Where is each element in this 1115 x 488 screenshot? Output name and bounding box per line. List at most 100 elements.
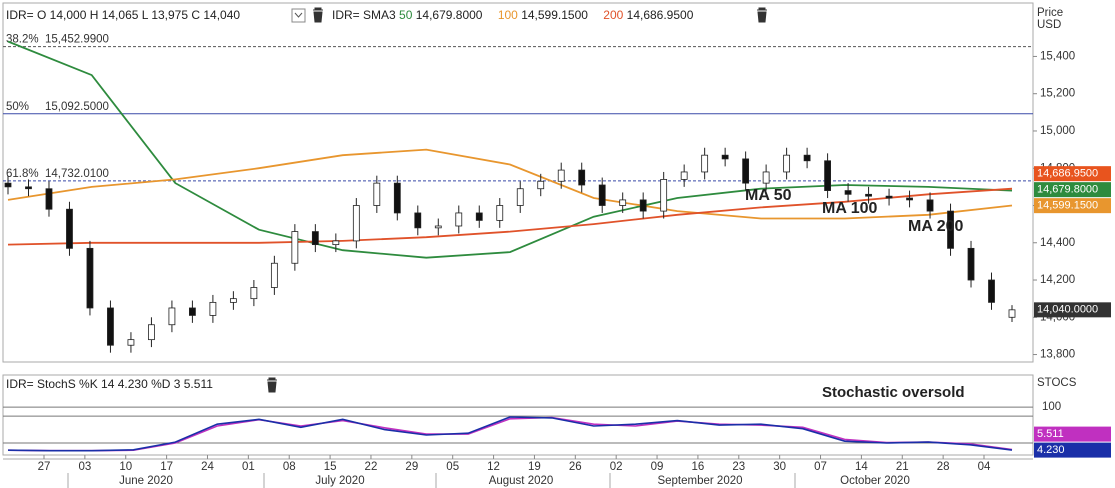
price-tag-label: 14,599.1500 <box>1037 200 1098 212</box>
y-tick-label: 100 <box>1042 401 1061 413</box>
trash-icon[interactable] <box>757 7 767 23</box>
candle-body <box>25 186 32 190</box>
candle-body <box>783 154 791 173</box>
candle-body <box>229 298 237 303</box>
x-tick-label: 16 <box>692 461 705 473</box>
dropdown-icon[interactable] <box>291 8 306 23</box>
month-label: August 2020 <box>489 475 554 487</box>
candle-body <box>414 212 422 229</box>
candle-body <box>701 154 709 173</box>
candle-body <box>189 307 196 316</box>
price-tag-label: 14,679.8000 <box>1037 184 1098 196</box>
fib-name: 50% <box>6 101 29 113</box>
candle-body <box>803 154 811 162</box>
candle-body <box>373 182 381 206</box>
candle-body <box>598 184 606 206</box>
stoch-annotation: Stochastic oversold <box>822 384 965 401</box>
candle-body <box>967 247 975 281</box>
candle-body <box>680 171 688 180</box>
candle-body <box>4 182 12 188</box>
candle-body <box>660 179 668 212</box>
x-tick-label: 24 <box>201 461 214 473</box>
candle-body <box>311 231 319 246</box>
month-label: September 2020 <box>657 475 742 487</box>
candle-body <box>250 287 258 300</box>
stoch-line <box>7 416 1013 452</box>
y-tick-label: 15,400 <box>1040 50 1075 62</box>
ma-annotation: MA 100 <box>822 200 878 217</box>
candle-body <box>45 188 53 210</box>
x-tick-label: 12 <box>487 461 500 473</box>
candle-body <box>885 195 893 199</box>
candle-body <box>557 169 565 182</box>
sma-period: 100 <box>498 8 518 22</box>
stoch-legend: IDR= StochS %K 14 4.230 %D 3 5.511 <box>6 377 213 391</box>
x-tick-label: 02 <box>610 461 623 473</box>
sma-value: 14,686.9500 <box>627 8 694 22</box>
candle-body <box>926 199 934 212</box>
ma-annotation: MA 200 <box>908 218 964 235</box>
x-tick-label: 07 <box>814 461 827 473</box>
candle-body <box>496 205 504 221</box>
price-tag-label: 4.230 <box>1037 444 1065 456</box>
x-tick-label: 05 <box>446 461 459 473</box>
ma-line <box>7 187 1013 246</box>
sma-value: 14,679.8000 <box>416 8 483 22</box>
price-tag-label: 5.511 <box>1037 428 1064 440</box>
x-tick-label: 23 <box>732 461 745 473</box>
x-tick-label: 04 <box>978 461 991 473</box>
candle-body <box>393 182 401 214</box>
x-tick-label: 30 <box>773 461 786 473</box>
sma-period: 50 <box>399 8 413 22</box>
x-tick-label: 29 <box>405 461 418 473</box>
stoch-line <box>7 416 1013 452</box>
candle-body <box>86 247 94 309</box>
y-axis-title: Price <box>1037 7 1063 19</box>
x-tick-label: 08 <box>283 461 296 473</box>
price-tag <box>1034 182 1111 198</box>
trash-icon[interactable] <box>267 377 277 393</box>
x-tick-label: 19 <box>528 461 541 473</box>
x-tick-label: 28 <box>937 461 950 473</box>
y-axis-unit: USD <box>1037 19 1061 31</box>
dropdown-arrow <box>294 12 303 18</box>
candle-body <box>66 208 73 249</box>
candle-body <box>578 169 586 186</box>
y-tick-label: 13,800 <box>1040 349 1075 361</box>
candle-body <box>455 212 463 227</box>
candle-body <box>332 240 340 246</box>
fib-label: 15,092.5000 <box>45 101 109 113</box>
candle-body <box>516 188 524 206</box>
candle-body <box>721 154 729 160</box>
price-tag <box>1034 302 1111 318</box>
candle-body <box>270 262 278 288</box>
price-tag-label: 14,686.9500 <box>1037 168 1098 180</box>
month-label: June 2020 <box>119 475 173 487</box>
month-label: October 2020 <box>840 475 910 487</box>
candle-body <box>619 199 627 206</box>
candle-body <box>475 212 483 221</box>
y-tick-label: 15,000 <box>1040 125 1075 137</box>
fib-label: 15,452.9900 <box>45 34 109 46</box>
x-tick-label: 27 <box>38 461 51 473</box>
sma-legend: IDR= SMA3 50 14,679.8000 100 14,599.1500… <box>332 8 694 22</box>
ma-line <box>7 40 1013 259</box>
sma-label: IDR= SMA3 <box>332 8 396 22</box>
x-tick-label: 10 <box>119 461 132 473</box>
candle-body <box>988 279 995 303</box>
sma-value: 14,599.1500 <box>521 8 588 22</box>
candle-body <box>537 180 545 190</box>
y-tick-label: 15,200 <box>1040 88 1075 100</box>
x-tick-label: 09 <box>651 461 664 473</box>
trash-icon[interactable] <box>313 7 323 23</box>
ma-line <box>7 148 1013 220</box>
candle-body <box>168 307 176 326</box>
candle-body <box>209 301 217 316</box>
fib-name: 38.2% <box>6 34 39 46</box>
candle-body <box>127 339 135 346</box>
x-tick-label: 03 <box>78 461 91 473</box>
candle-body <box>639 199 647 212</box>
price-tag-label: 14,040.0000 <box>1037 304 1098 316</box>
x-tick-label: 14 <box>855 461 868 473</box>
